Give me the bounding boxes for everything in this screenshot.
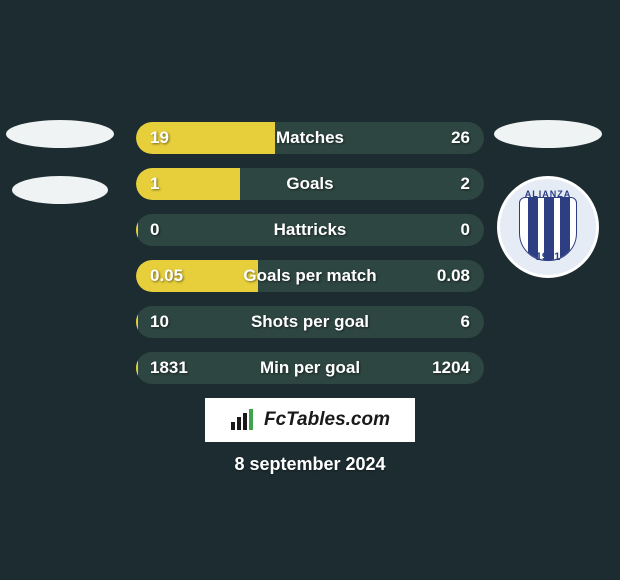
fctables-badge: FcTables.com bbox=[205, 398, 415, 442]
stat-row: 0Hattricks0 bbox=[136, 214, 484, 246]
stat-label: Shots per goal bbox=[136, 306, 484, 338]
right-team-crest: ALIANZA 1901 bbox=[497, 176, 599, 278]
stat-row: 10Shots per goal6 bbox=[136, 306, 484, 338]
stat-row: 19Matches26 bbox=[136, 122, 484, 154]
date-label: 8 september 2024 bbox=[0, 454, 620, 475]
stat-right-value: 0.08 bbox=[423, 260, 484, 292]
stat-label: Hattricks bbox=[136, 214, 484, 246]
left-team-ellipse-1 bbox=[6, 120, 114, 148]
stat-right-value: 6 bbox=[447, 306, 484, 338]
crest-year: 1901 bbox=[536, 251, 560, 263]
right-team-badges: ALIANZA 1901 bbox=[494, 120, 602, 278]
left-team-badges bbox=[6, 120, 114, 204]
stat-label: Matches bbox=[136, 122, 484, 154]
stat-right-value: 26 bbox=[437, 122, 484, 154]
stat-row: 0.05Goals per match0.08 bbox=[136, 260, 484, 292]
stat-right-value: 1204 bbox=[418, 352, 484, 384]
stat-label: Goals bbox=[136, 168, 484, 200]
left-team-ellipse-2 bbox=[12, 176, 108, 204]
bar-chart-icon bbox=[230, 409, 256, 431]
stat-row: 1Goals2 bbox=[136, 168, 484, 200]
right-team-ellipse bbox=[494, 120, 602, 148]
stat-right-value: 2 bbox=[447, 168, 484, 200]
stat-right-value: 0 bbox=[447, 214, 484, 246]
stat-row: 1831Min per goal1204 bbox=[136, 352, 484, 384]
stats-container: 19Matches26 1Goals2 0Hattricks0 0.05Goals p… bbox=[136, 122, 484, 384]
fctables-label: FcTables.com bbox=[264, 409, 390, 431]
